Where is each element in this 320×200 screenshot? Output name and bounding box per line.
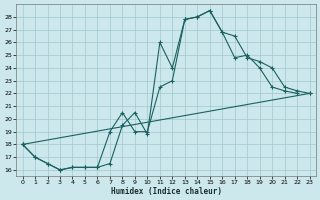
X-axis label: Humidex (Indice chaleur): Humidex (Indice chaleur) — [111, 187, 221, 196]
